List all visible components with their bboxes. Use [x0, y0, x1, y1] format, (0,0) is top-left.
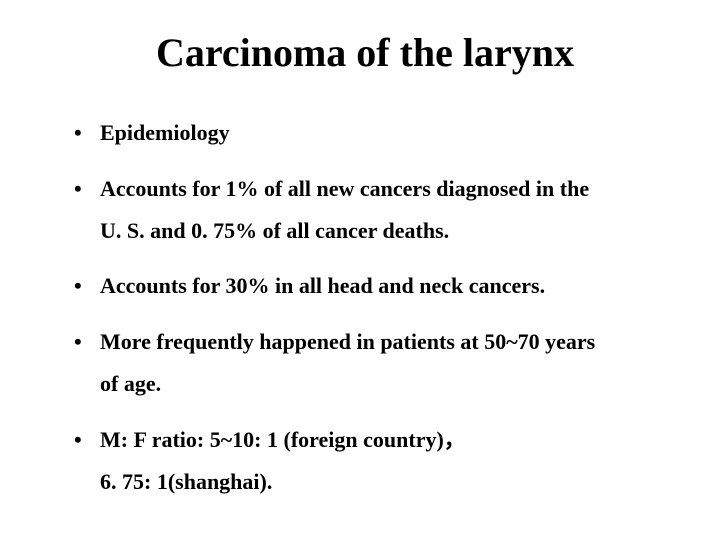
- list-item: More frequently happened in patients at …: [70, 321, 660, 405]
- bullet-text: M: F ratio: 5~10: 1 (foreign country)，: [100, 427, 466, 452]
- slide: Carcinoma of the larynx Epidemiology Acc…: [0, 0, 720, 540]
- bullet-text-cont: U. S. and 0. 75% of all cancer deaths.: [100, 210, 660, 252]
- list-item: M: F ratio: 5~10: 1 (foreign country)， 6…: [70, 419, 660, 503]
- bullet-text: Epidemiology: [100, 120, 230, 145]
- bullet-text-cont: of age.: [100, 363, 660, 405]
- bullet-text: Accounts for 1% of all new cancers diagn…: [100, 176, 589, 201]
- list-item: Accounts for 30% in all head and neck ca…: [70, 265, 660, 307]
- bullet-list: Epidemiology Accounts for 1% of all new …: [70, 112, 660, 502]
- bullet-text-cont: 6. 75: 1(shanghai).: [100, 461, 660, 503]
- list-item: Epidemiology: [70, 112, 660, 154]
- slide-title: Carcinoma of the larynx: [70, 30, 660, 76]
- list-item: Accounts for 1% of all new cancers diagn…: [70, 168, 660, 252]
- bullet-text: Accounts for 30% in all head and neck ca…: [100, 273, 545, 298]
- bullet-text: More frequently happened in patients at …: [100, 329, 595, 354]
